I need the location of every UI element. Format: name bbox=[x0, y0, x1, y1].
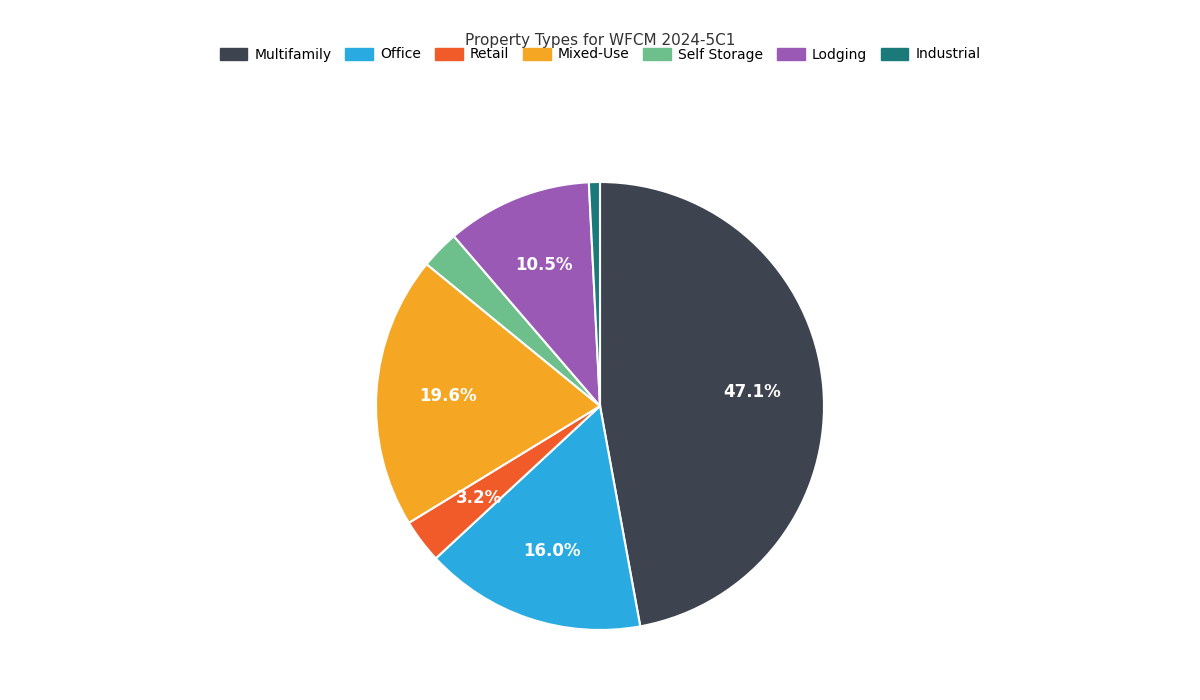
Legend: Multifamily, Office, Retail, Mixed-Use, Self Storage, Lodging, Industrial: Multifamily, Office, Retail, Mixed-Use, … bbox=[214, 42, 986, 67]
Wedge shape bbox=[427, 236, 600, 406]
Text: 16.0%: 16.0% bbox=[523, 542, 581, 559]
Text: 3.2%: 3.2% bbox=[456, 489, 502, 507]
Text: 47.1%: 47.1% bbox=[722, 384, 780, 401]
Wedge shape bbox=[436, 406, 641, 630]
Wedge shape bbox=[409, 406, 600, 559]
Title: Property Types for WFCM 2024-5C1: Property Types for WFCM 2024-5C1 bbox=[464, 33, 736, 48]
Wedge shape bbox=[589, 182, 600, 406]
Wedge shape bbox=[454, 182, 600, 406]
Text: 10.5%: 10.5% bbox=[515, 256, 572, 274]
Text: 19.6%: 19.6% bbox=[419, 386, 476, 405]
Wedge shape bbox=[376, 264, 600, 523]
Wedge shape bbox=[600, 182, 824, 626]
